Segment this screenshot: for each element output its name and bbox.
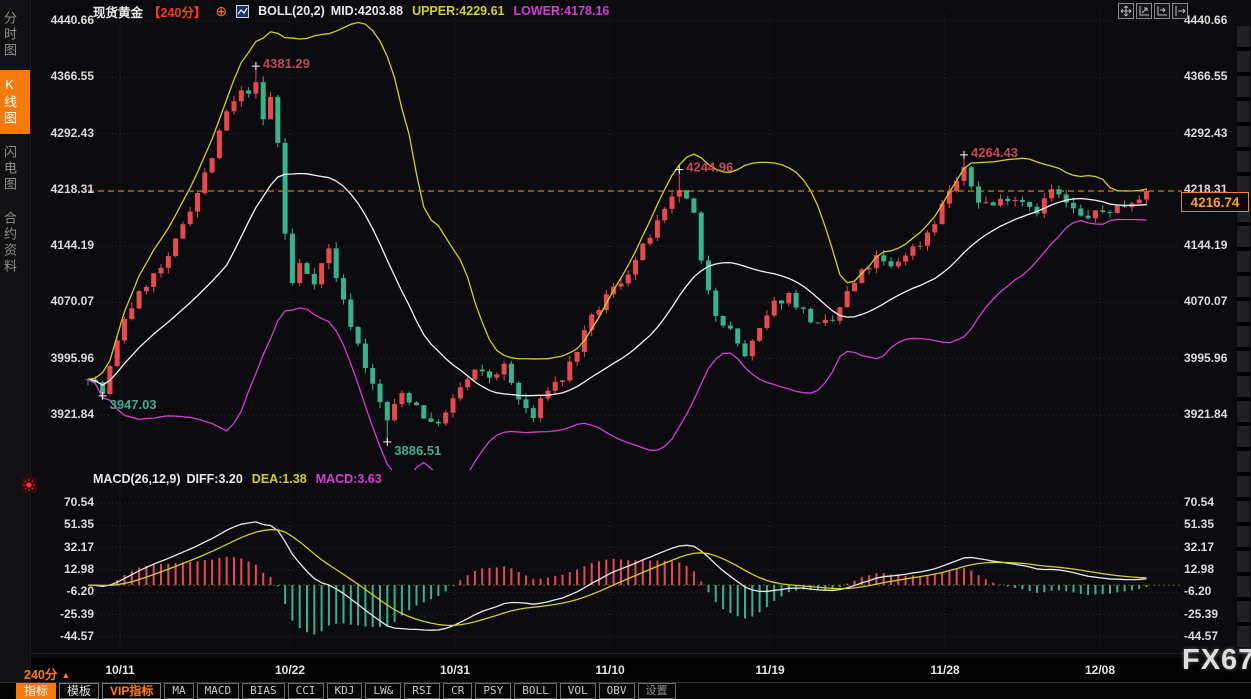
macd-tick-left: 32.17 [63,539,94,554]
toolbar-item-VOL[interactable]: VOL [559,683,596,699]
toolbar-item-模板[interactable]: 模板 [59,683,100,699]
timeframe-selector[interactable]: 240分 ▲ [24,664,70,683]
macd-tick-left: -6.20 [66,584,94,599]
timeframe-arrow-icon: ▲ [61,670,71,680]
price-tick-left: 3995.96 [50,350,94,365]
reset-scale-icon[interactable] [1172,3,1188,19]
toolbar-item-LW&[interactable]: LW& [365,683,402,699]
right-scrollbar[interactable] [1237,26,1250,648]
macd-tick-right: -44.57 [1184,629,1219,643]
move-chart-icon[interactable] [1118,3,1134,19]
date-tick: 10/22 [274,663,306,677]
toolbar-item-指标[interactable]: 指标 [16,683,57,699]
macd-tick-right: 32.17 [1184,539,1215,554]
macd-tick-right: -6.20 [1184,584,1212,599]
price-tick-right: 3995.96 [1184,350,1228,365]
price-tick-left: 4144.19 [50,238,94,253]
macd-tick-right: -25.39 [1184,606,1219,621]
price-tick-right: 3921.84 [1184,407,1228,421]
macd-tick-left: 12.98 [63,562,94,576]
date-tick: 10/31 [439,663,471,677]
boll-label: BOLL(20,2) [258,4,325,18]
pane-divider [30,653,1251,654]
macd-tick-right: 70.54 [1184,495,1215,509]
bottom-toolbar: 指标 模板 VIP指标 MA MACD BIAS CCI KDJ LW& RSI CR PSY BOLL… [0,682,1251,699]
price-tick-right: 4292.43 [1184,125,1228,140]
price-tick-right: 4440.66 [1184,13,1228,27]
macd-tick-left: 51.35 [63,517,94,532]
macd-tick-left: -44.57 [59,629,94,643]
scale-x-axis-icon[interactable] [1154,3,1170,19]
mini-chart-icon [236,4,250,18]
price-tick-left: 4292.43 [50,125,94,140]
price-tick-left: 3921.84 [50,407,94,421]
date-tick: 11/19 [755,663,785,677]
macd-diff-value: DIFF:3.20 [186,472,243,486]
toolbar-item-BOLL[interactable]: BOLL [514,683,557,699]
date-tick: 10/11 [105,663,135,677]
date-tick: 11/28 [930,663,960,677]
sidebar-tab-4[interactable]: 合约资料 [2,211,17,275]
macd-tick-left: 70.54 [63,495,94,509]
macd-tick-right: 12.98 [1184,562,1215,576]
add-indicator-icon[interactable]: ⊕ [215,2,228,19]
toolbar-item-PSY[interactable]: PSY [475,683,512,699]
price-annotation: 4264.43 [971,145,1018,160]
chart-header: 现货黄金 【240分】 ⊕ BOLL(20,2) MID:4203.88 UPP… [93,2,610,20]
price-tick-right: 4144.19 [1184,238,1228,253]
timeframe-label: 240分 [24,668,58,682]
toolbar-item-CR[interactable]: CR [443,683,473,699]
macd-dea-value: DEA:1.38 [251,472,307,486]
macd-tick-left: -25.39 [59,606,94,621]
current-price-badge: 4216.74 [1181,192,1249,212]
period-label: 【240分】 [148,5,207,20]
date-tick: 11/10 [595,663,625,677]
sidebar: 分时图 K线图闪电图合约资料 [0,0,31,699]
macd-macd-value: MACD:3.63 [315,472,382,486]
price-annotation: 4381.29 [263,56,310,71]
sidebar-tab-1[interactable]: 分时图 [2,11,17,59]
price-tick-left: 4366.55 [50,69,94,84]
price-annotation: 3947.03 [110,397,157,412]
price-tick-right: 4366.55 [1184,69,1228,84]
symbol-title: 现货黄金 [93,5,144,20]
scale-y-axis-icon[interactable] [1136,3,1152,19]
macd-params-label: MACD(26,12,9) [93,472,181,486]
price-annotation: 4244.96 [686,160,733,175]
boll-lower-value: LOWER:4178.16 [513,4,610,18]
macd-tick-right: 51.35 [1184,517,1215,532]
toolbar-item-VIP指标[interactable]: VIP指标 [102,683,162,699]
price-tick-left: 4218.31 [50,181,94,196]
sidebar-tab-2[interactable]: K线图 [0,70,30,134]
toolbar-item-设置[interactable]: 设置 [637,683,676,699]
boll-upper-value: UPPER:4229.61 [412,4,505,18]
price-annotation: 3886.51 [394,443,441,458]
toolbar-item-KDJ[interactable]: KDJ [326,683,363,699]
chart-canvas[interactable]: 3947.03 4381.29 3886.51 4244.96 4264.43 [30,0,1251,658]
boll-mid-value: MID:4203.88 [330,4,404,18]
date-axis: 10/11 10/22 10/31 11/10 11/19 11/28 12/08 [0,663,1251,681]
date-tick: 12/08 [1084,663,1116,677]
chart-tool-icons [1118,3,1188,19]
macd-header: MACD(26,12,9) DIFF:3.20 DEA:1.38 MACD:3.… [93,471,382,487]
indicator-alert-icon[interactable] [21,477,37,493]
price-tick-left: 4070.07 [50,294,94,309]
toolbar-item-OBV[interactable]: OBV [598,683,635,699]
toolbar-item-MACD[interactable]: MACD [196,683,240,699]
watermark: FX678 [1182,644,1251,676]
toolbar-item-RSI[interactable]: RSI [404,683,441,699]
price-tick-right: 4070.07 [1184,294,1228,309]
sidebar-tab-3[interactable]: 闪电图 [2,145,17,193]
toolbar-item-CCI[interactable]: CCI [287,683,324,699]
toolbar-item-BIAS[interactable]: BIAS [242,683,285,699]
toolbar-item-MA[interactable]: MA [164,683,194,699]
price-tick-left: 4440.66 [50,13,94,27]
